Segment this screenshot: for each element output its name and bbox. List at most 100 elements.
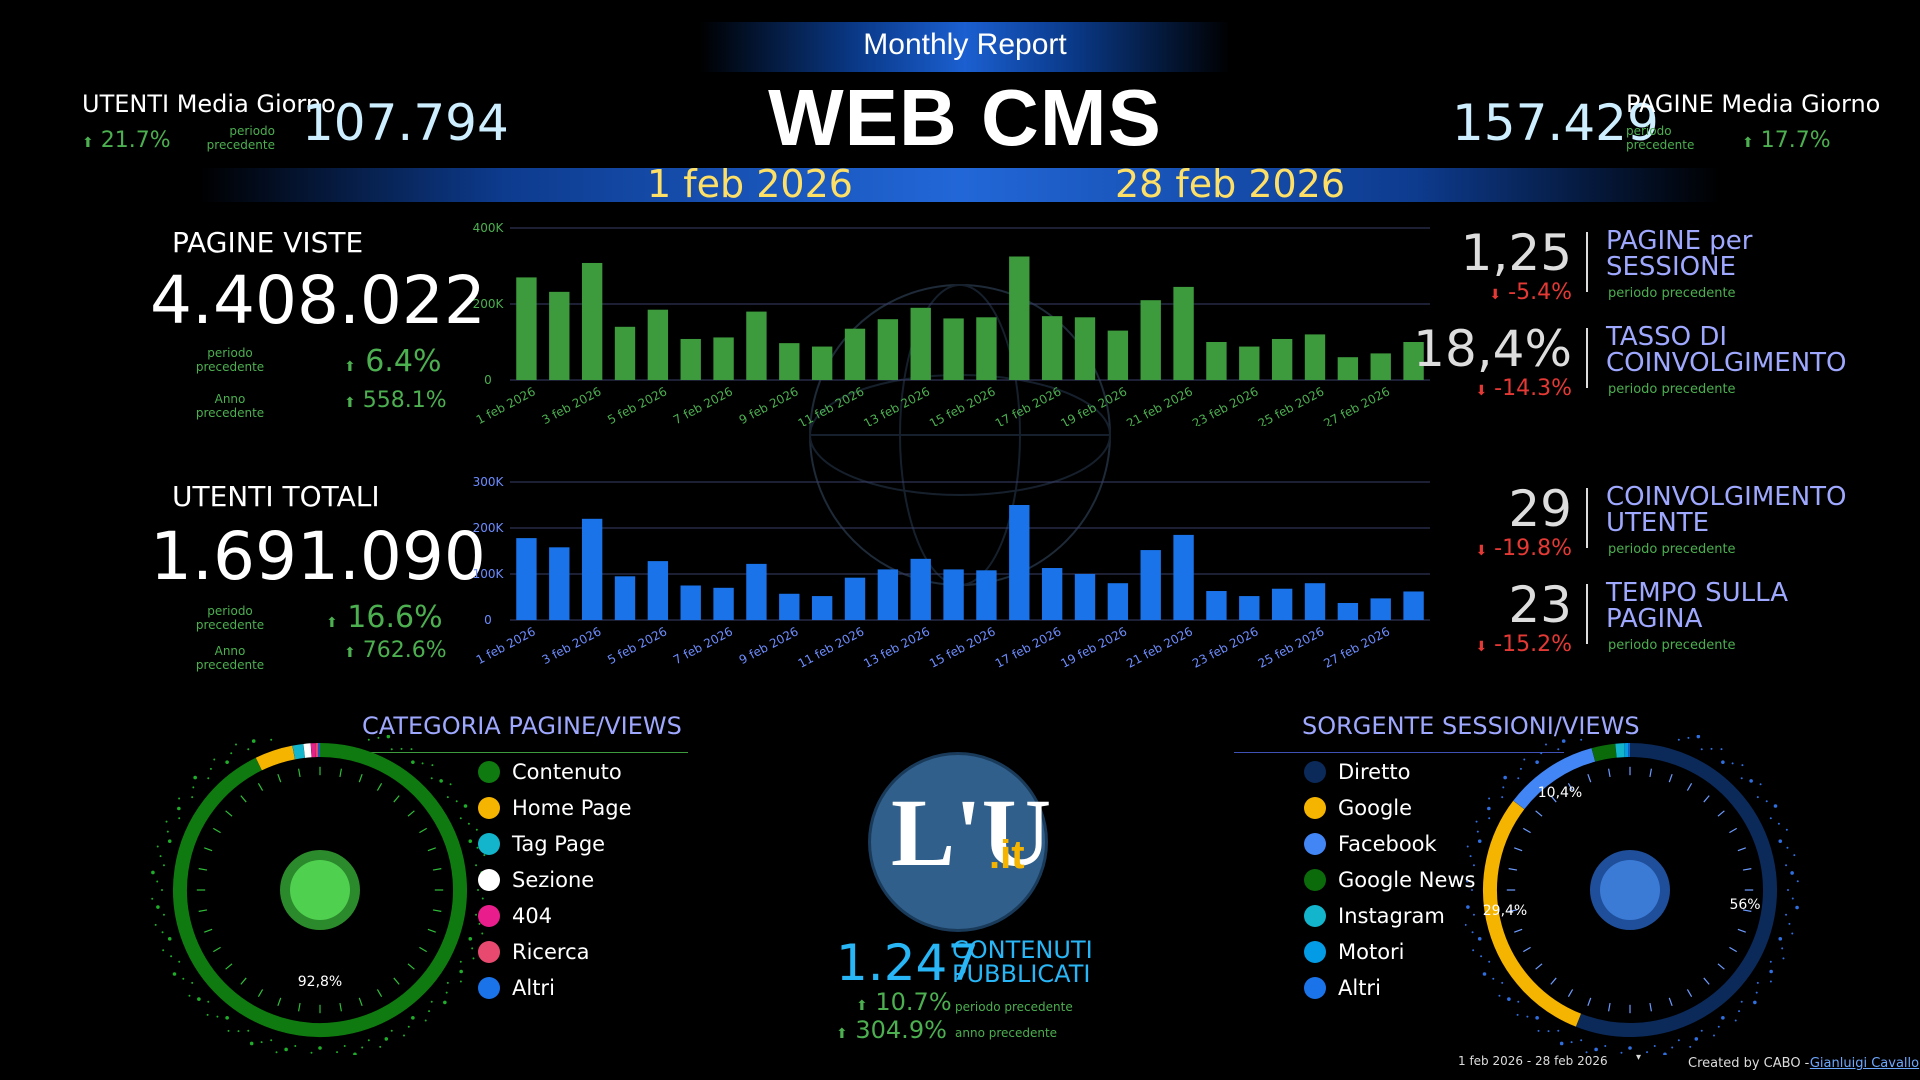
donut-slice[interactable] xyxy=(303,743,312,758)
decor-tick xyxy=(204,847,213,852)
bar[interactable] xyxy=(1074,574,1096,620)
bar[interactable] xyxy=(1009,505,1030,620)
bar[interactable] xyxy=(1239,596,1260,620)
bar[interactable] xyxy=(910,307,931,380)
bar[interactable] xyxy=(1271,588,1293,620)
bar[interactable] xyxy=(713,587,734,620)
bar[interactable] xyxy=(877,569,899,620)
bar[interactable] xyxy=(516,538,537,620)
decor-dot xyxy=(1734,1019,1737,1022)
bar[interactable] xyxy=(844,328,866,380)
total-users-year-label: Anno precedente xyxy=(195,644,265,672)
bar[interactable] xyxy=(549,547,570,620)
bar[interactable] xyxy=(976,317,997,380)
legend-item[interactable]: Tag Page xyxy=(478,826,632,862)
legend-label: Google xyxy=(1338,796,1413,820)
bar[interactable] xyxy=(811,346,833,380)
donut-slice[interactable] xyxy=(1591,743,1617,762)
bar[interactable] xyxy=(1107,583,1129,620)
legend-item[interactable]: Instagram xyxy=(1304,898,1475,934)
bar[interactable] xyxy=(910,558,931,620)
bar[interactable] xyxy=(1304,583,1326,620)
legend-item[interactable]: Diretto xyxy=(1304,754,1475,790)
bar[interactable] xyxy=(943,569,964,620)
bar[interactable] xyxy=(549,291,570,380)
bar[interactable] xyxy=(1140,300,1161,380)
donut-slice[interactable] xyxy=(173,743,467,1037)
bar[interactable] xyxy=(680,338,701,380)
x-tick-label: 7 feb 2026 xyxy=(671,384,735,426)
bar[interactable] xyxy=(976,570,997,620)
legend-item[interactable]: Home Page xyxy=(478,790,632,826)
bar[interactable] xyxy=(1041,316,1063,380)
decor-dot xyxy=(443,1000,447,1005)
bar[interactable] xyxy=(1337,602,1359,620)
logo[interactable]: L'U .it xyxy=(868,752,1051,932)
decor-dot xyxy=(165,820,168,823)
footer-dropdown-icon[interactable]: ▾ xyxy=(1636,1052,1642,1063)
legend-item[interactable]: Ricerca xyxy=(478,934,632,970)
bar[interactable] xyxy=(1041,568,1063,620)
bar[interactable] xyxy=(1304,334,1326,380)
bar[interactable] xyxy=(1140,550,1161,620)
decor-dot xyxy=(192,786,195,789)
bar[interactable] xyxy=(1009,256,1030,381)
donut-slice[interactable] xyxy=(292,743,305,760)
date-start[interactable]: 1 feb 2026 xyxy=(647,162,853,206)
donut-slice[interactable] xyxy=(1576,743,1777,1037)
bar[interactable] xyxy=(1107,330,1129,380)
bar[interactable] xyxy=(1206,342,1227,380)
bar[interactable] xyxy=(746,563,767,620)
bar[interactable] xyxy=(1370,598,1391,620)
page-views-prev-delta: ⬆ 6.4% xyxy=(344,344,442,379)
legend-item[interactable]: Contenuto xyxy=(478,754,632,790)
bar[interactable] xyxy=(877,319,899,380)
bar[interactable] xyxy=(811,596,833,620)
bar[interactable] xyxy=(614,576,636,620)
bar[interactable] xyxy=(1206,591,1227,620)
legend-item[interactable]: 404 xyxy=(478,898,632,934)
decor-dot xyxy=(1580,1039,1583,1042)
bar[interactable] xyxy=(844,577,866,620)
bar[interactable] xyxy=(713,337,734,380)
bar[interactable] xyxy=(779,593,800,620)
decor-dot xyxy=(1540,752,1543,755)
donut-slice[interactable] xyxy=(1513,748,1596,810)
bar[interactable] xyxy=(746,311,767,380)
bar[interactable] xyxy=(614,326,636,380)
bar[interactable] xyxy=(1403,342,1424,380)
bar[interactable] xyxy=(1173,286,1194,380)
bar[interactable] xyxy=(516,277,537,380)
legend-item[interactable]: Sezione xyxy=(478,862,632,898)
bar[interactable] xyxy=(1074,317,1096,380)
legend-item[interactable]: Google News xyxy=(1304,862,1475,898)
bar[interactable] xyxy=(779,343,800,380)
donut-slice[interactable] xyxy=(255,745,296,771)
bar[interactable] xyxy=(1370,353,1391,380)
page-views-year-delta: ⬆ 558.1% xyxy=(344,388,447,413)
legend-item[interactable]: Google xyxy=(1304,790,1475,826)
decor-dot xyxy=(275,1051,278,1054)
bar[interactable] xyxy=(1337,357,1359,380)
bar[interactable] xyxy=(943,318,964,380)
bar[interactable] xyxy=(1239,346,1260,380)
date-end[interactable]: 28 feb 2026 xyxy=(1114,162,1346,206)
legend-item[interactable]: Motori xyxy=(1304,934,1475,970)
bar[interactable] xyxy=(1173,534,1194,620)
donut-slice[interactable] xyxy=(1615,743,1625,758)
x-tick-label: 21 feb 2026 xyxy=(1124,624,1195,670)
bar[interactable] xyxy=(1271,338,1293,380)
footer-date-range[interactable]: 1 feb 2026 - 28 feb 2026 xyxy=(1458,1054,1608,1068)
legend-item[interactable]: Facebook xyxy=(1304,826,1475,862)
legend-item[interactable]: Altri xyxy=(478,970,632,1006)
bar[interactable] xyxy=(680,585,701,621)
bar[interactable] xyxy=(1403,591,1424,620)
bar[interactable] xyxy=(581,518,603,620)
bar[interactable] xyxy=(647,561,669,620)
donut-slice[interactable] xyxy=(1483,800,1582,1027)
bar[interactable] xyxy=(647,309,669,380)
bar[interactable] xyxy=(581,262,603,380)
decor-dot xyxy=(260,1041,263,1044)
footer-credit-link[interactable]: Gianluigi Cavallo xyxy=(1809,1056,1920,1071)
legend-item[interactable]: Altri xyxy=(1304,970,1475,1006)
